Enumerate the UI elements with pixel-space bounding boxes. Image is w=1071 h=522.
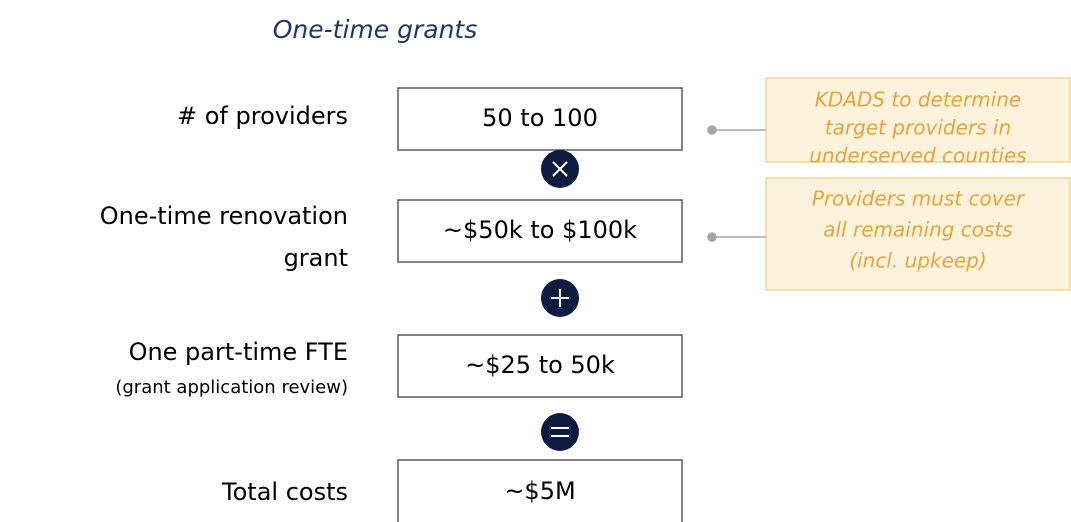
value-box xyxy=(397,334,683,398)
row-label: # of providers xyxy=(177,102,348,130)
value: 50 to 100 xyxy=(482,104,598,132)
operator-times xyxy=(541,150,579,188)
row-sublabel: (grant application review) xyxy=(115,377,348,398)
note-text: underserved counties xyxy=(809,144,1026,168)
note-text: target providers in xyxy=(825,116,1011,140)
row-label: grant xyxy=(284,244,348,272)
value: ~$25 to 50k xyxy=(465,351,615,379)
title: One-time grants xyxy=(273,15,478,44)
note-text: all remaining costs xyxy=(823,218,1012,242)
row-label: One-time renovation xyxy=(100,202,348,230)
value: ~$5M xyxy=(504,477,575,505)
value-box xyxy=(397,199,683,263)
note-box xyxy=(765,177,1071,291)
operator-equals xyxy=(541,413,579,451)
value-box xyxy=(397,459,683,522)
row-label: Total costs xyxy=(221,478,348,506)
row-label: One part-time FTE xyxy=(129,338,348,366)
operator-plus xyxy=(541,279,579,317)
note-box xyxy=(765,77,1071,163)
connector-dot xyxy=(707,125,717,135)
value-box xyxy=(397,87,683,151)
note-text: (incl. upkeep) xyxy=(849,249,986,273)
note-text: Providers must cover xyxy=(812,187,1026,211)
note-text: KDADS to determine xyxy=(815,88,1021,112)
value: ~$50k to $100k xyxy=(443,216,637,244)
connector-dot xyxy=(707,232,717,242)
